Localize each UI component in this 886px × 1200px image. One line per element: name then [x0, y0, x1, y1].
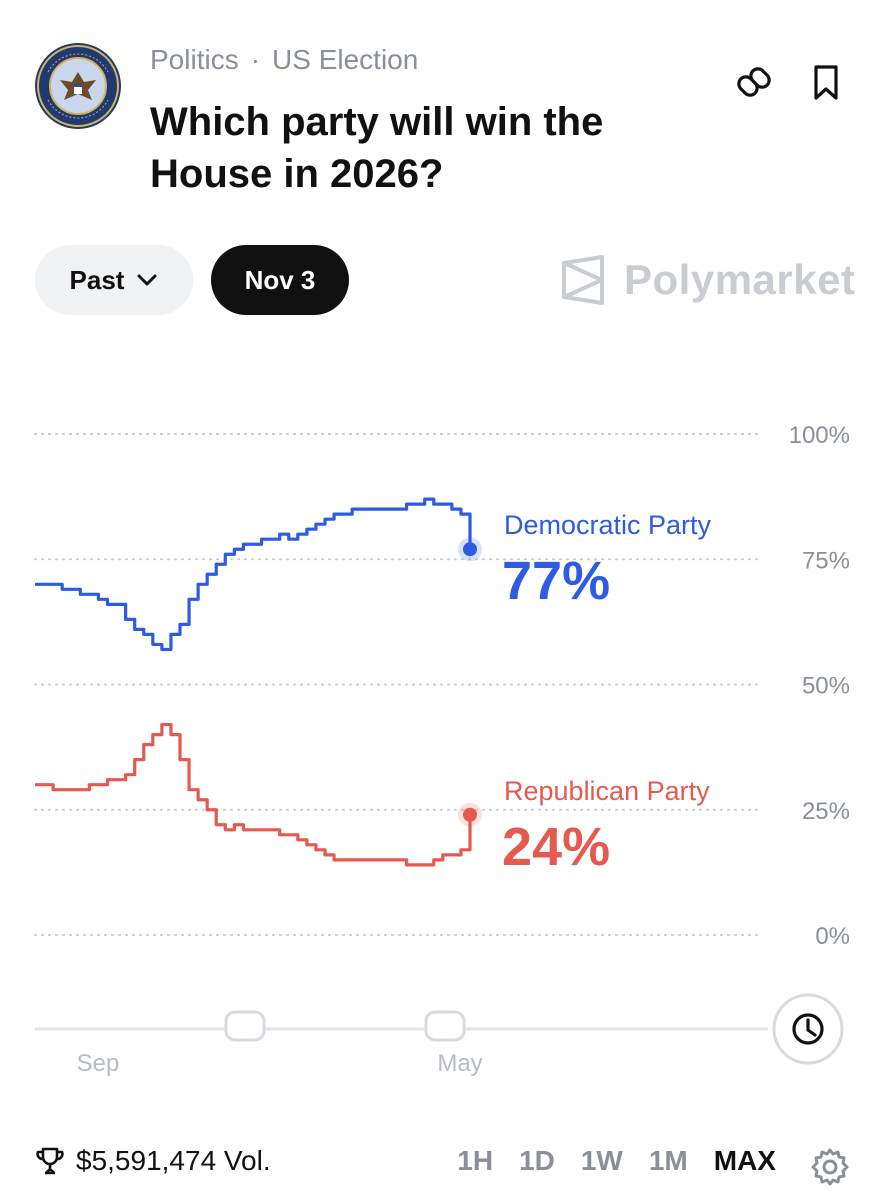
- breadcrumb: Politics · US Election: [150, 44, 418, 76]
- endpoint-dot: [463, 807, 477, 822]
- history-button[interactable]: [772, 993, 844, 1065]
- house-seal-logo: [34, 42, 122, 130]
- trophy-icon: [36, 1147, 64, 1175]
- bookmark-icon: [814, 65, 838, 100]
- y-tick-label: 100%: [789, 422, 850, 449]
- category-link[interactable]: Politics: [150, 44, 239, 75]
- breadcrumb-separator: ·: [250, 44, 261, 75]
- price-chart[interactable]: 100% 75% 50% 25% 0% Democratic Party 77% Repub…: [0, 400, 886, 1100]
- brand-name: Polymarket: [624, 256, 856, 303]
- timeline-handle-left[interactable]: [224, 1010, 266, 1042]
- clock-icon: [792, 1013, 824, 1045]
- bookmark-button[interactable]: [804, 60, 848, 104]
- subcategory-link[interactable]: US Election: [272, 44, 419, 75]
- past-label: Past: [69, 264, 125, 295]
- series-line-democratic: [35, 497, 472, 652]
- date-label: Nov 3: [244, 264, 316, 295]
- date-pill-nov-3[interactable]: Nov 3: [211, 245, 349, 315]
- chevron-down-icon: [137, 274, 157, 286]
- range-1w[interactable]: 1W: [580, 1145, 623, 1176]
- range-1m[interactable]: 1M: [648, 1145, 688, 1176]
- range-1d[interactable]: 1D: [519, 1145, 555, 1176]
- x-tick-label: Sep: [77, 1050, 120, 1077]
- volume-info: $5,591,474 Vol.: [34, 1145, 271, 1177]
- link-icon: [737, 67, 771, 97]
- market-title: Which party will win the House in 2026?: [150, 100, 604, 196]
- y-tick-label: 25%: [802, 798, 850, 825]
- series-current-value: 24%: [502, 817, 610, 877]
- polymarket-watermark: Polymarket: [560, 252, 855, 308]
- polymarket-logo-icon: [562, 255, 604, 305]
- gear-icon: [811, 1148, 849, 1186]
- y-tick-label: 75%: [802, 547, 850, 574]
- x-tick-label: May: [437, 1050, 482, 1077]
- y-tick-label: 0%: [815, 923, 850, 950]
- volume-value: $5,591,474 Vol.: [76, 1145, 271, 1176]
- y-tick-label: 50%: [802, 673, 850, 700]
- copy-link-button[interactable]: [732, 60, 776, 104]
- past-dropdown[interactable]: Past: [35, 245, 193, 315]
- timeline-handle-right[interactable]: [424, 1010, 466, 1042]
- range-1h[interactable]: 1H: [457, 1145, 494, 1176]
- series-line-republican: [35, 722, 472, 867]
- range-max[interactable]: MAX: [713, 1145, 776, 1176]
- range-selector: 1H 1D 1W 1M MAX: [457, 1145, 776, 1177]
- endpoint-dot: [463, 542, 477, 557]
- settings-button[interactable]: [808, 1145, 852, 1189]
- series-current-value: 77%: [502, 551, 610, 611]
- series-name-label: Democratic Party: [504, 510, 712, 540]
- series-name-label: Republican Party: [504, 776, 710, 806]
